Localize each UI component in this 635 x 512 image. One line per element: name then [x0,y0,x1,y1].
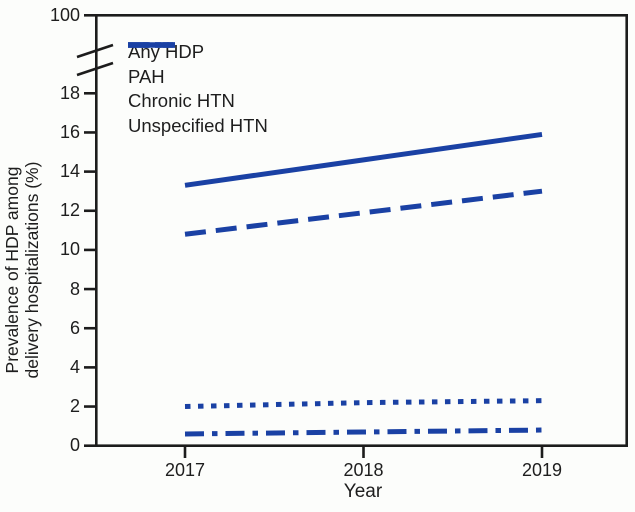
legend-item-pah: PAH [128,42,268,90]
y-axis-title: Prevalence of HDP among delivery hospita… [2,79,42,461]
legend-label-unspecified-htn: Unspecified HTN [128,114,268,136]
series-line-unspecified-htn [184,427,543,437]
legend-label-chronic-htn: Chronic HTN [128,90,235,112]
axis-break-mark [76,43,114,59]
series-line-chronic-htn [184,398,543,410]
axis-break-mark [76,61,114,77]
legend: Any HDP PAH Chronic HTN Unspecified HTN [128,40,268,138]
y-axis-title-line1: Prevalence of HDP among [2,166,22,374]
legend-line-sample-unspecified-htn-icon [128,42,175,48]
series-line-pah [184,188,543,237]
axis-box [95,14,629,447]
legend-item-unspecified-htn: Unspecified HTN [128,42,268,139]
legend-item-chronic-htn: Chronic HTN [128,42,268,114]
y-axis-title-line2: delivery hospitalizations (%) [22,161,42,379]
legend-label-pah: PAH [128,65,165,87]
x-axis-title: Year [343,481,383,502]
series-line-any-hdp [184,131,543,188]
